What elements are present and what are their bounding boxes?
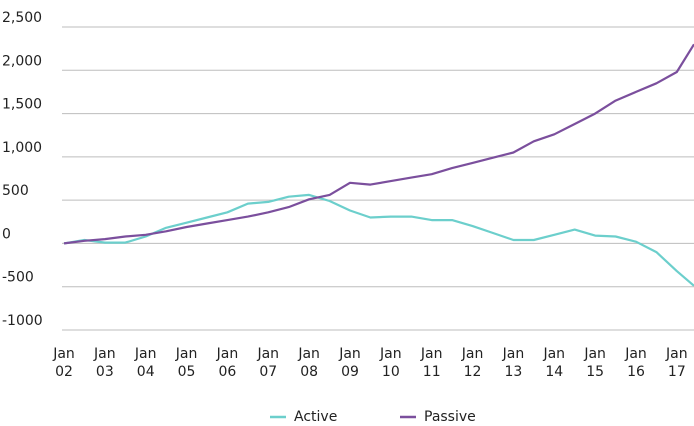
legend-label: Passive <box>424 409 476 425</box>
x-tick-label: Jan 16 <box>625 346 647 380</box>
y-tick-label: 2,000 <box>2 53 42 69</box>
series-line <box>63 193 694 287</box>
x-tick-label: Jan 04 <box>134 346 157 380</box>
x-tick-label: Jan 02 <box>53 346 75 380</box>
x-tick-label: Jan 06 <box>216 346 239 380</box>
x-tick-label: Jan 12 <box>461 346 484 380</box>
x-tick-label: Jan 11 <box>420 346 443 380</box>
y-tick-label: 500 <box>2 183 29 199</box>
series-line <box>63 43 694 245</box>
y-tick-label: 1,500 <box>2 97 42 113</box>
y-tick-label: 2,500 <box>2 10 42 26</box>
y-tick-label: 0 <box>2 226 11 242</box>
x-tick-label: Jan 09 <box>339 346 361 380</box>
x-tick-label: Jan 07 <box>257 346 280 380</box>
x-tick-label: Jan 14 <box>543 346 566 380</box>
legend-label: Active <box>294 409 337 425</box>
y-tick-label: 1,000 <box>2 140 42 156</box>
x-tick-label: Jan 08 <box>298 346 320 380</box>
x-tick-label: Jan 13 <box>502 346 525 380</box>
x-tick-label: Jan 03 <box>94 346 116 380</box>
y-tick-label: -500 <box>2 270 34 286</box>
x-tick-label: Jan 17 <box>666 346 688 380</box>
x-tick-label: Jan 15 <box>584 346 606 380</box>
x-tick-label: Jan 05 <box>175 346 198 380</box>
y-tick-label: -1000 <box>2 313 43 329</box>
x-tick-label: Jan 10 <box>380 346 402 380</box>
